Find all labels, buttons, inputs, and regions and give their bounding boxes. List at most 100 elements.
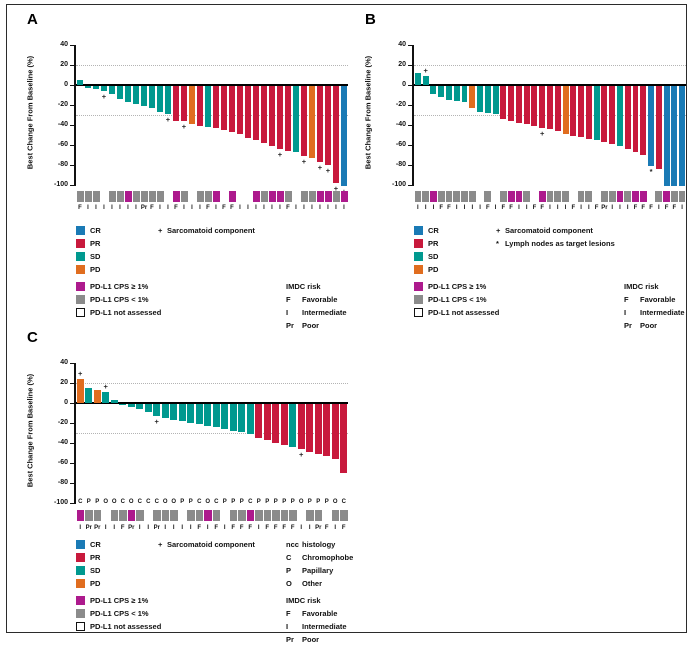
imdc-label: I [417, 205, 419, 211]
pdl1-strip [76, 191, 348, 202]
pdl1-cell-neg [461, 191, 468, 202]
histology-label: C [341, 499, 346, 505]
bar [632, 86, 639, 152]
histology-label: C [197, 499, 202, 505]
legend-item-pdl1-pos: PD-L1 CPS ≥ 1% [76, 280, 161, 293]
bar [492, 86, 499, 114]
bar [316, 86, 324, 162]
bar [554, 86, 561, 131]
histology-label: O [332, 499, 338, 505]
imdc-label: I [588, 205, 590, 211]
bar [76, 80, 84, 85]
pdl1-cell-pos [616, 191, 624, 202]
sarcomatoid-marker: + [154, 417, 159, 426]
histology-label: O [111, 499, 117, 505]
bar [539, 86, 546, 128]
bar [108, 86, 116, 94]
bar [204, 86, 212, 127]
histology-label: P [222, 499, 227, 505]
histology-label: P [290, 499, 295, 505]
pdl1-cell-pos [124, 191, 132, 202]
imdc-label: F [501, 205, 506, 211]
bar [148, 86, 156, 108]
pdl1-cell-pos [252, 191, 260, 202]
y-tick [408, 125, 412, 126]
bar [244, 86, 252, 138]
imdc-intermediate: I Intermediate [624, 308, 685, 317]
imdc-label: F [509, 205, 513, 211]
pdl1-cell-na [492, 191, 499, 202]
y-tick [70, 185, 74, 186]
bar [515, 86, 522, 123]
bar [164, 86, 172, 114]
imdc-label: I [518, 205, 520, 211]
bar [196, 86, 204, 126]
histology-label: P [265, 499, 270, 505]
sd-label: SD [90, 566, 101, 575]
pdl1-cell-pos [276, 191, 284, 202]
pdl1-pos-label: PD-L1 CPS ≥ 1% [428, 282, 487, 291]
y-tick [70, 423, 74, 424]
bar [276, 86, 284, 149]
imdc-title: IMDC risk [624, 282, 659, 291]
y-tick-label: -20 [57, 418, 68, 426]
pdl1-neg-label: PD-L1 CPS < 1% [90, 609, 149, 618]
pdl1-cell-neg [289, 510, 297, 521]
bar [180, 86, 188, 121]
imdc-label: I [206, 525, 209, 531]
bar [238, 404, 246, 432]
pdl1-cell-neg [272, 510, 280, 521]
y-tick-label: 40 [398, 40, 406, 48]
legend-item-sd: SD [414, 250, 439, 263]
pdl1-cell-pos [76, 510, 84, 521]
sd-swatch [76, 566, 85, 575]
bar [220, 86, 228, 130]
pdl1-cell-na [236, 191, 244, 202]
imdc-label: F [120, 525, 125, 531]
y-tick [408, 45, 412, 46]
bar [170, 404, 178, 420]
reference-line [76, 114, 348, 116]
pdl1-cell-na [292, 191, 300, 202]
imdc-label: F [664, 205, 669, 211]
imdc-label: Pr [85, 525, 92, 531]
imdc-label: I [255, 205, 257, 211]
pdl1-cell-neg [170, 510, 178, 521]
y-tick [408, 145, 412, 146]
bar [640, 86, 647, 155]
pdl1-cell-pos [212, 191, 220, 202]
y-tick [70, 85, 74, 86]
histology-label: C [248, 499, 253, 505]
y-tick-label: -60 [57, 458, 68, 466]
pdl1-cell-na [100, 191, 108, 202]
bar [110, 400, 118, 403]
bar [523, 86, 530, 124]
bar [679, 86, 686, 186]
pdl1-cell-na [178, 510, 186, 521]
bar [453, 86, 460, 101]
pdl1-cell-neg [655, 191, 663, 202]
pdl1-cell-neg [499, 191, 507, 202]
lymph-note: * Lymph nodes as target lesions [496, 237, 615, 250]
sarcomatoid-marker: + [333, 184, 339, 193]
legend-item-pd: PD [76, 577, 101, 590]
pdl1-cell-neg [148, 191, 156, 202]
sarcomatoid-marker: + [540, 129, 545, 138]
imdc-label: F [324, 525, 329, 531]
imdc-label: F [231, 525, 236, 531]
pdl1-cell-neg [116, 191, 124, 202]
pdl1-na-label: PD-L1 not assessed [90, 308, 162, 317]
imdc-label: I [343, 205, 345, 211]
bar [340, 404, 348, 473]
pdl1-cell-neg [85, 510, 93, 521]
pdl1-cell-neg [437, 191, 445, 202]
bar [477, 86, 484, 112]
imdc-label: F [273, 525, 278, 531]
bar [314, 404, 322, 454]
bar [663, 86, 670, 186]
pdl1-cell-neg [93, 510, 101, 521]
bar [161, 404, 169, 418]
pdl1-cell-neg [136, 510, 144, 521]
pdl1-cell-na [297, 510, 305, 521]
bar [252, 86, 260, 140]
